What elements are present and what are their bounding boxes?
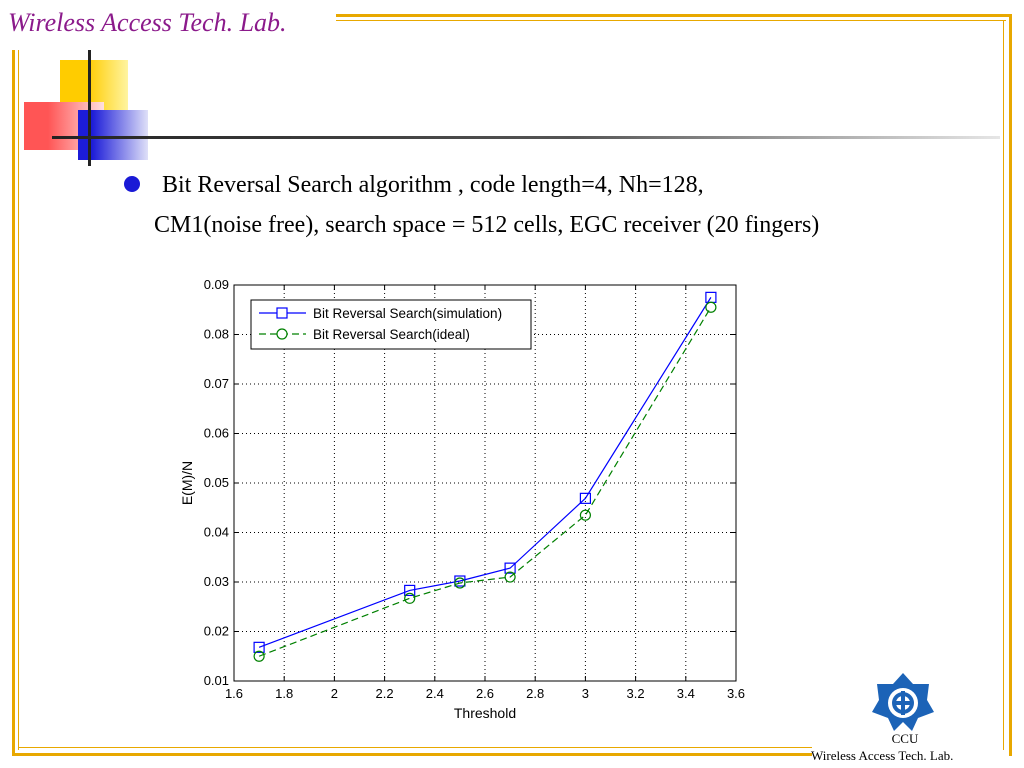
decor-vertical-line [88, 50, 91, 166]
data-point-circle [404, 592, 416, 604]
y-tick-label: 0.03 [204, 574, 229, 589]
x-tick-label: 1.6 [225, 686, 243, 701]
y-tick-label: 0.04 [204, 525, 229, 540]
plot-area [234, 285, 736, 681]
data-point-square [579, 492, 591, 504]
y-tick-label: 0.06 [204, 426, 229, 441]
y-axis-label: E(M)/N [179, 461, 195, 505]
legend-marker-square [276, 307, 288, 319]
x-tick-label: 2.6 [476, 686, 494, 701]
bullet-text-line2: CM1(noise free), search space = 512 cell… [154, 212, 820, 238]
bullet-dot-icon [124, 176, 140, 192]
frame-bottom-inner [18, 747, 812, 748]
x-tick-label: 3.6 [727, 686, 745, 701]
data-point-circle [705, 301, 717, 313]
legend-box [250, 299, 532, 350]
x-tick-label: 3.4 [677, 686, 695, 701]
x-tick-label: 1.8 [275, 686, 293, 701]
legend-label-1: Bit Reversal Search(simulation) [313, 306, 502, 321]
series-line-1 [258, 297, 712, 648]
data-point-circle [253, 650, 265, 662]
legend-label-2: Bit Reversal Search(ideal) [313, 327, 470, 342]
legend-marker-circle [276, 328, 288, 340]
series-line-2 [258, 306, 712, 657]
data-point-square [504, 562, 516, 574]
decor-horizontal-line [52, 136, 1000, 139]
line-chart: 1.6 1.8 2 2.2 2.4 2.6 2.8 3 3.2 3.4 3.6 0.01 0.02 0.0… [179, 277, 745, 721]
x-tick-label: 2 [331, 686, 338, 701]
x-tick-label: 3.2 [627, 686, 645, 701]
x-tick-label: 2.4 [426, 686, 444, 701]
y-tick-label: 0.01 [204, 673, 229, 688]
frame-right-inner [1003, 20, 1004, 750]
y-tick-label: 0.05 [204, 475, 229, 490]
x-tick-label: 2.2 [376, 686, 394, 701]
frame-bottom-outer [12, 753, 812, 756]
decor-yellow-square [60, 60, 128, 110]
y-tick-label: 0.07 [204, 376, 229, 391]
x-axis-label: Threshold [454, 705, 516, 721]
footer-ccu: CCU [891, 731, 919, 746]
data-point-circle [454, 577, 466, 589]
y-tick-label: 0.08 [204, 327, 229, 342]
data-point-square [253, 641, 265, 653]
data-point-circle [579, 509, 591, 521]
bullet-text-line1: Bit Reversal Search algorithm , code len… [162, 172, 704, 198]
footer-lab: Wireless Access Tech. Lab. [811, 748, 954, 763]
lab-title: Wireless Access Tech. Lab. [8, 8, 287, 37]
data-point-square [404, 584, 416, 597]
y-tick-label: 0.09 [204, 277, 229, 292]
frame-top-inner [336, 20, 1006, 21]
ccu-emblem-icon [872, 673, 934, 731]
x-tick-label: 3 [582, 686, 589, 701]
frame-left-inner [18, 50, 19, 750]
frame-right-outer [1009, 14, 1012, 756]
y-tick-label: 0.02 [204, 624, 229, 639]
frame-top-outer [336, 14, 1012, 17]
x-tick-label: 2.8 [526, 686, 544, 701]
data-point-circle [504, 571, 516, 583]
frame-left-outer [12, 50, 15, 756]
